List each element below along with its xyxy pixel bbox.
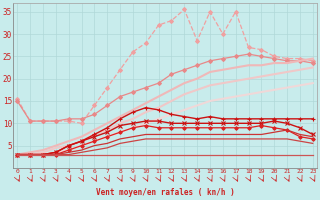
X-axis label: Vent moyen/en rafales ( kn/h ): Vent moyen/en rafales ( kn/h ) (96, 188, 234, 197)
